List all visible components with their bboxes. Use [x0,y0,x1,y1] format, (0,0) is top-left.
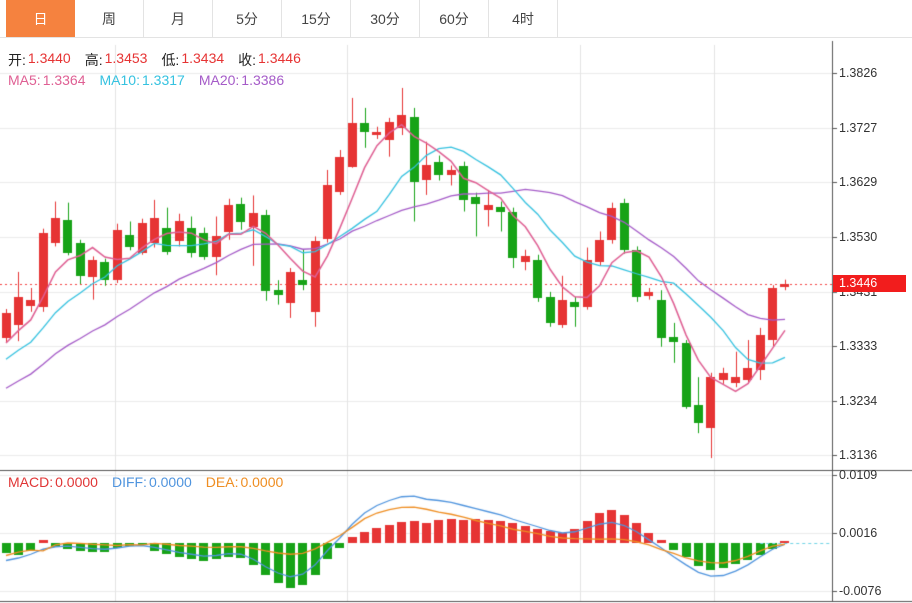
macd-item: DEA: 0.0000 [206,474,284,490]
indicator-value: 0.0000 [240,474,284,490]
macd-tick-label: 0.0109 [839,467,878,482]
indicator-value: 1.3453 [104,50,148,66]
macd-item: MACD: 0.0000 [8,474,98,490]
tab-day[interactable]: 日 [6,0,75,37]
indicator-value: 1.3364 [42,72,86,88]
ohlc-item: 低: 1.3434 [161,50,224,70]
indicator-label: 收: [238,52,257,68]
ohlc-readout: 开: 1.3440 高: 1.3453 低: 1.3434 收: 1.3446 [8,50,301,70]
indicator-label: MA5: [8,72,41,88]
indicator-value: 1.3440 [27,50,71,66]
macd-tick-label: -0.0076 [839,583,882,598]
macd-readout: MACD: 0.0000 DIFF: 0.0000 DEA: 0.0000 [8,474,283,490]
price-tick-label: 1.3826 [839,66,878,80]
indicator-label: MA20: [198,72,240,88]
tab-60min[interactable]: 60分 [420,0,489,37]
indicator-value: 0.0000 [148,474,192,490]
price-tick-label: 1.3727 [839,120,878,135]
period-tabbar: 日周月 5分 15分 30分 60分 4时 [0,0,912,38]
indicator-label: 开: [8,52,26,68]
ohlc-item: 收: 1.3446 [238,50,301,70]
indicator-label: 高: [84,52,103,68]
price-tick-label: 1.3234 [839,394,878,409]
indicator-label: 低: [161,52,180,68]
indicator-label: DEA: [205,474,239,490]
indicator-value: 0.0000 [55,474,98,490]
tab-month[interactable]: 月 [144,0,213,37]
indicator-value: 1.3446 [258,50,301,66]
indicator-label: DIFF: [111,474,147,490]
ohlc-item: 开: 1.3440 [8,50,71,70]
ma-item: MA10: 1.3317 [100,72,185,88]
current-price-badge: 1.3446 [833,275,906,293]
ma-item: MA5: 1.3364 [8,72,86,88]
tab-15min[interactable]: 15分 [282,0,351,37]
price-tick-label: 1.3333 [839,339,878,354]
ohlc-item: 高: 1.3453 [85,50,148,70]
price-tick-label: 1.3629 [839,175,878,190]
price-tick-label: 1.3136 [839,448,878,463]
tab-4hour[interactable]: 4时 [489,0,558,37]
indicator-value: 1.3434 [181,50,225,66]
ma-item: MA20: 1.3386 [199,72,284,88]
ma-readout: MA5: 1.3364 MA10: 1.3317 MA20: 1.3386 [8,72,284,88]
indicator-label: MA10: [99,72,140,88]
indicator-value: 1.3386 [241,72,285,88]
macd-item: DIFF: 0.0000 [112,474,192,490]
indicator-label: MACD: [8,474,54,490]
tab-week[interactable]: 周 [75,0,144,37]
tab-5min[interactable]: 5分 [213,0,282,37]
tab-30min[interactable]: 30分 [351,0,420,37]
indicator-value: 1.3317 [141,72,185,88]
price-tick-label: 1.3530 [839,230,878,244]
macd-tick-label: 0.0016 [839,526,878,540]
